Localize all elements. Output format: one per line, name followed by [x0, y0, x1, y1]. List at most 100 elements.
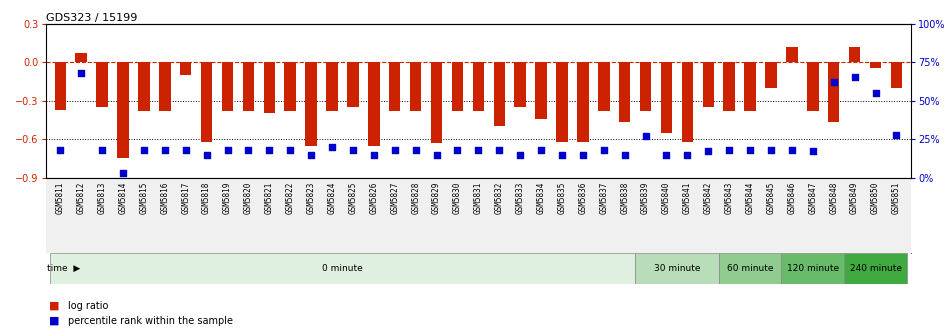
Point	[785, 147, 800, 153]
Text: GSM5833: GSM5833	[515, 181, 525, 214]
Text: GSM5841: GSM5841	[683, 181, 692, 214]
Text: GDS323 / 15199: GDS323 / 15199	[46, 13, 137, 23]
Text: GSM5819: GSM5819	[223, 181, 232, 214]
Point	[450, 147, 465, 153]
Bar	[54, 62, 66, 110]
Bar	[745, 62, 756, 111]
Text: GSM5850: GSM5850	[871, 181, 880, 214]
Text: GSM5839: GSM5839	[641, 181, 650, 214]
Point	[764, 147, 779, 153]
Bar	[724, 62, 735, 111]
Text: GSM5845: GSM5845	[767, 181, 775, 214]
Text: GSM5834: GSM5834	[536, 181, 546, 214]
Bar	[849, 47, 861, 62]
Text: ■: ■	[49, 301, 60, 311]
Point	[889, 132, 904, 137]
Text: GSM5826: GSM5826	[369, 181, 378, 214]
Bar	[431, 62, 442, 143]
Bar	[368, 62, 379, 145]
Bar	[243, 62, 254, 111]
Bar	[719, 253, 782, 284]
Bar	[159, 62, 170, 111]
Point	[534, 147, 549, 153]
Bar	[703, 62, 714, 107]
Point	[554, 152, 570, 157]
Text: GSM5843: GSM5843	[725, 181, 733, 214]
Text: GSM5817: GSM5817	[182, 181, 190, 214]
Text: 60 minute: 60 minute	[727, 264, 773, 273]
Bar	[782, 253, 844, 284]
Point	[575, 152, 591, 157]
Bar	[828, 62, 840, 122]
Point	[617, 152, 632, 157]
Point	[345, 147, 360, 153]
Point	[680, 152, 695, 157]
Text: log ratio: log ratio	[68, 301, 108, 311]
Bar	[556, 62, 568, 142]
Point	[73, 70, 88, 76]
Text: 240 minute: 240 minute	[849, 264, 902, 273]
Text: GSM5838: GSM5838	[620, 181, 630, 214]
Point	[408, 147, 423, 153]
Bar	[347, 62, 359, 107]
Point	[324, 144, 340, 150]
Bar	[619, 62, 631, 122]
Point	[847, 75, 863, 80]
Bar	[682, 62, 693, 142]
Point	[366, 152, 381, 157]
Bar	[635, 253, 719, 284]
Bar	[844, 253, 907, 284]
Bar	[326, 62, 338, 111]
Bar	[494, 62, 505, 126]
Point	[387, 147, 402, 153]
Bar	[514, 62, 526, 107]
Bar	[577, 62, 589, 142]
Bar	[138, 62, 149, 111]
Bar	[49, 253, 635, 284]
Text: GSM5824: GSM5824	[327, 181, 337, 214]
Bar	[452, 62, 463, 111]
Bar	[96, 62, 107, 107]
Point	[701, 149, 716, 154]
Bar	[661, 62, 672, 133]
Text: GSM5811: GSM5811	[56, 181, 65, 214]
Bar	[766, 62, 777, 88]
Text: GSM5835: GSM5835	[557, 181, 567, 214]
Bar	[75, 53, 87, 62]
Point	[262, 147, 277, 153]
Text: GSM5823: GSM5823	[306, 181, 316, 214]
Bar	[180, 62, 191, 75]
Text: GSM5844: GSM5844	[746, 181, 754, 214]
Point	[429, 152, 444, 157]
Point	[52, 147, 68, 153]
Bar	[640, 62, 651, 111]
Text: GSM5828: GSM5828	[411, 181, 420, 214]
Point	[115, 170, 130, 176]
Bar	[410, 62, 421, 111]
Bar	[263, 62, 275, 114]
Bar	[117, 62, 128, 159]
Text: GSM5825: GSM5825	[348, 181, 358, 214]
Text: GSM5815: GSM5815	[140, 181, 148, 214]
Bar	[891, 62, 902, 88]
Bar	[201, 62, 212, 142]
Text: GSM5842: GSM5842	[704, 181, 713, 214]
Text: GSM5846: GSM5846	[787, 181, 796, 214]
Bar	[870, 62, 882, 69]
Bar	[786, 47, 798, 62]
Bar	[284, 62, 296, 111]
Bar	[598, 62, 610, 111]
Text: GSM5840: GSM5840	[662, 181, 671, 214]
Point	[722, 147, 737, 153]
Point	[471, 147, 486, 153]
Text: GSM5816: GSM5816	[161, 181, 169, 214]
Text: time  ▶: time ▶	[47, 264, 80, 273]
Point	[157, 147, 172, 153]
Point	[826, 79, 842, 85]
Point	[596, 147, 611, 153]
Text: 0 minute: 0 minute	[322, 264, 363, 273]
Point	[659, 152, 674, 157]
Bar	[473, 62, 484, 111]
Bar	[535, 62, 547, 119]
Text: GSM5851: GSM5851	[892, 181, 901, 214]
